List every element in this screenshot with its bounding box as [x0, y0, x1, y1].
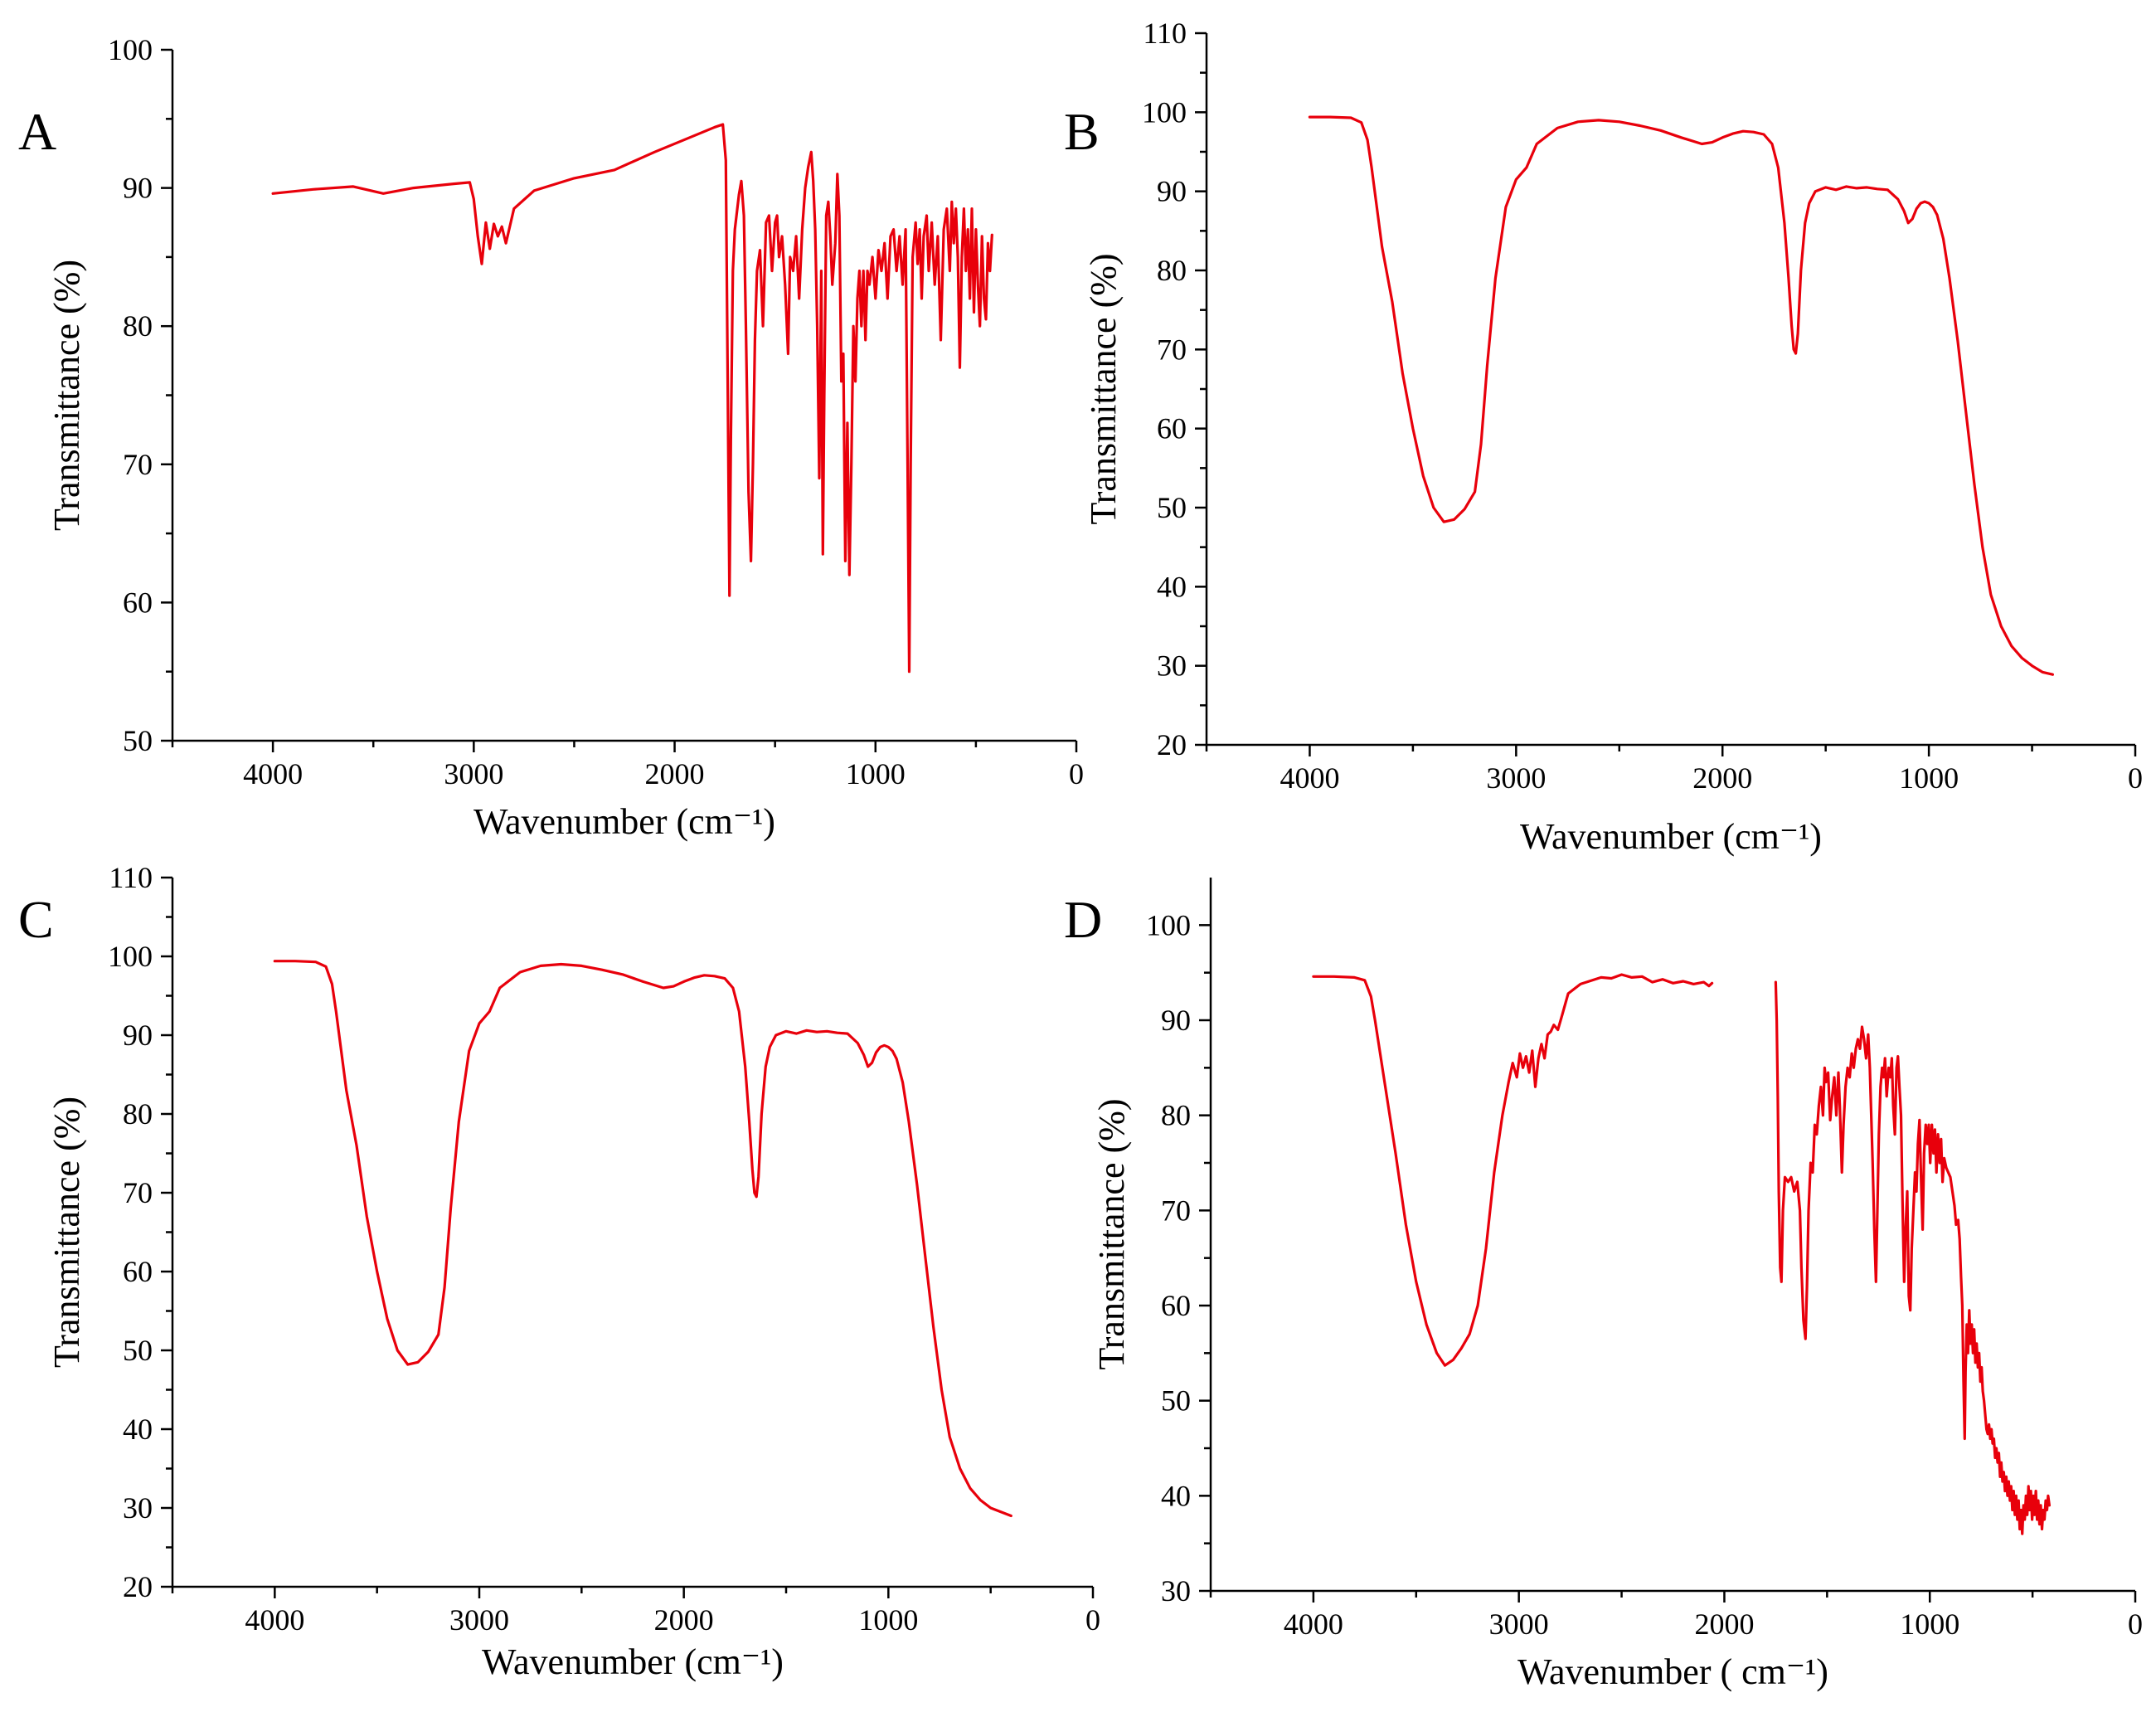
panel-b-x-tick-label: 2000 — [1692, 761, 1752, 795]
panel-d-y-axis-title: Transmittance (%) — [1091, 1098, 1132, 1369]
panel-b-x-tick-label: 4000 — [1280, 761, 1339, 795]
panel-b-y-tick-label: 80 — [1157, 254, 1187, 287]
panel-c-x-tick-label: 3000 — [449, 1603, 509, 1637]
panel-d-series-d-low — [1774, 980, 2051, 1535]
panel-d-y-tick-label: 100 — [1146, 908, 1191, 941]
panel-a-x-tick-label: 0 — [1069, 757, 1084, 790]
panel-c-y-tick-label: 70 — [123, 1176, 153, 1209]
panel-b-y-tick-label: 100 — [1142, 95, 1187, 129]
panel-d-x-tick-label: 0 — [2128, 1607, 2143, 1641]
panel-c-y-axis-title: Transmittance (%) — [46, 1097, 87, 1368]
panel-b-y-tick-label: 90 — [1157, 175, 1187, 208]
panel-a-x-tick-label: 1000 — [846, 757, 906, 790]
panel-a-series-a — [271, 123, 993, 674]
panel-d-y-tick-label: 60 — [1161, 1289, 1191, 1322]
panel-a-y-tick-label: 70 — [123, 448, 153, 481]
panel-d-x-tick-label: 4000 — [1284, 1607, 1343, 1641]
panel-c-series-c — [273, 960, 1012, 1518]
panel-c-y-tick-label: 50 — [123, 1334, 153, 1367]
panel-d-y-tick-label: 30 — [1161, 1574, 1191, 1607]
panel-c-y-tick-label: 90 — [123, 1019, 153, 1052]
panel-d-x-tick-label: 2000 — [1694, 1607, 1754, 1641]
panel-d-label: D — [1064, 890, 1102, 949]
panel-a-x-tick-label: 3000 — [444, 757, 503, 790]
panel-b-y-axis-title: Transmittance (%) — [1083, 253, 1124, 524]
panel-b-y-tick-label: 40 — [1157, 570, 1187, 603]
panel-b-y-tick-label: 110 — [1143, 17, 1187, 50]
panel-a-y-tick-label: 100 — [108, 33, 153, 66]
panel-b-x-tick-label: 3000 — [1486, 761, 1546, 795]
panel-d-y-tick-label: 50 — [1161, 1384, 1191, 1418]
panel-b-y-tick-label: 20 — [1157, 728, 1187, 761]
panel-c-x-axis-title: Wavenumber (cm⁻¹) — [482, 1641, 784, 1682]
panel-d-x-tick-label: 1000 — [1900, 1607, 1959, 1641]
panel-b-y-tick-label: 60 — [1157, 412, 1187, 445]
panel-b-y-tick-label: 50 — [1157, 491, 1187, 524]
panel-b-series-b — [1308, 115, 2054, 676]
panel-a-y-tick-label: 90 — [123, 172, 153, 205]
panel-b-x-tick-label: 0 — [2128, 761, 2143, 795]
panel-a-label: A — [18, 102, 56, 161]
panel-a-x-tick-label: 4000 — [243, 757, 303, 790]
panel-d-y-tick-label: 40 — [1161, 1479, 1191, 1512]
panel-c-y-tick-label: 60 — [123, 1255, 153, 1288]
panel-c-y-tick-label: 80 — [123, 1097, 153, 1131]
panel-b-y-tick-label: 70 — [1157, 333, 1187, 366]
panel-a-y-tick-label: 50 — [123, 724, 153, 757]
panel-b-label: B — [1064, 102, 1100, 161]
panel-a-y-tick-label: 80 — [123, 309, 153, 343]
panel-d-y-tick-label: 90 — [1161, 1004, 1191, 1037]
panel-c-y-tick-label: 30 — [123, 1491, 153, 1525]
panel-c-x-tick-label: 0 — [1085, 1603, 1100, 1637]
panel-a-y-axis-title: Transmittance (%) — [46, 260, 87, 531]
panel-d-x-axis-title: Wavenumber ( cm⁻¹) — [1517, 1651, 1828, 1692]
panel-c-label: C — [18, 890, 54, 949]
panel-d-x-tick-label: 3000 — [1489, 1607, 1549, 1641]
panel-c-y-tick-label: 40 — [123, 1413, 153, 1446]
panel-d-y-tick-label: 80 — [1161, 1099, 1191, 1132]
panel-c-x-tick-label: 2000 — [654, 1603, 714, 1637]
panel-c-y-tick-label: 20 — [123, 1570, 153, 1603]
panel-a-x-tick-label: 2000 — [645, 757, 705, 790]
panel-b-y-tick-label: 30 — [1157, 649, 1187, 683]
panel-c-y-tick-label: 100 — [108, 940, 153, 973]
panel-c-y-tick-label: 110 — [109, 861, 153, 894]
panel-a-y-tick-label: 60 — [123, 586, 153, 619]
panel-b-x-tick-label: 1000 — [1899, 761, 1959, 795]
panel-a-x-axis-title: Wavenumber (cm⁻¹) — [473, 801, 775, 842]
panel-d-y-tick-label: 70 — [1161, 1194, 1191, 1227]
panel-c-x-tick-label: 1000 — [858, 1603, 918, 1637]
panel-b-x-axis-title: Wavenumber (cm⁻¹) — [1520, 816, 1822, 857]
panel-d-series-d-high — [1312, 973, 1714, 1367]
panel-c-x-tick-label: 4000 — [245, 1603, 304, 1637]
